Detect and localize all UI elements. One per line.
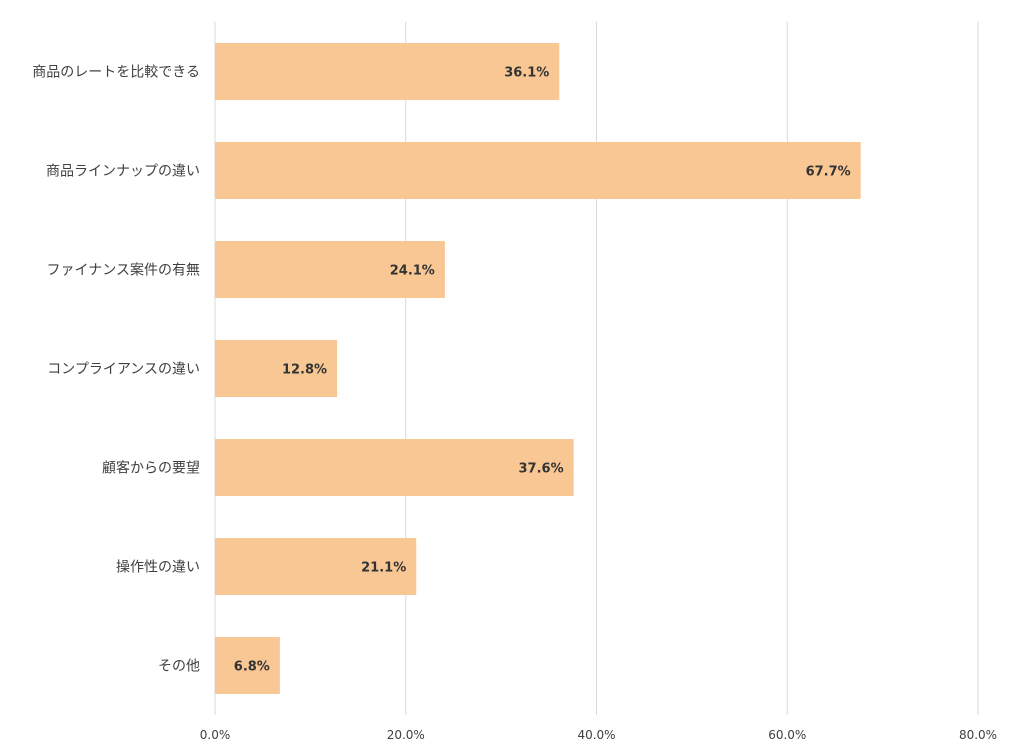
data-label: 67.7% bbox=[806, 165, 851, 180]
x-tick-label: 20.0% bbox=[387, 728, 425, 742]
bar bbox=[215, 340, 338, 397]
x-tick-labels: 0.0% 20.0% 40.0% 60.0% 80.0% bbox=[200, 728, 997, 742]
category-label: 商品のレートを比較できる bbox=[32, 65, 200, 81]
bars bbox=[215, 43, 861, 694]
data-label: 6.8% bbox=[234, 660, 270, 675]
data-labels: 36.1% 67.7% 24.1% 12.8% 37.6% 21.1% 6.8% bbox=[234, 66, 851, 675]
bar bbox=[215, 637, 280, 694]
bar bbox=[215, 241, 445, 298]
category-label: 顧客からの要望 bbox=[102, 460, 200, 477]
category-label: その他 bbox=[158, 659, 200, 675]
data-label: 36.1% bbox=[504, 66, 549, 81]
x-tick-label: 60.0% bbox=[768, 728, 806, 742]
gridlines bbox=[214, 22, 979, 715]
data-label: 12.8% bbox=[282, 363, 327, 378]
x-tick-label: 0.0% bbox=[200, 728, 231, 742]
bar bbox=[215, 142, 861, 199]
data-label: 21.1% bbox=[361, 561, 406, 576]
bar bbox=[215, 538, 417, 595]
category-label: ファイナンス案件の有無 bbox=[47, 262, 200, 279]
category-label: 操作性の違い bbox=[116, 560, 200, 576]
bar bbox=[215, 439, 574, 496]
data-label: 24.1% bbox=[390, 264, 435, 279]
category-label: コンプライアンスの違い bbox=[47, 362, 200, 378]
category-labels: 商品のレートを比較できる商品ラインナップの違いファイナンス案件の有無コンプライア… bbox=[32, 65, 200, 675]
bar bbox=[215, 43, 560, 100]
category-label: 商品ラインナップの違い bbox=[46, 164, 200, 180]
x-tick-label: 40.0% bbox=[577, 728, 615, 742]
data-label: 37.6% bbox=[519, 462, 564, 477]
x-tick-label: 80.0% bbox=[959, 728, 997, 742]
